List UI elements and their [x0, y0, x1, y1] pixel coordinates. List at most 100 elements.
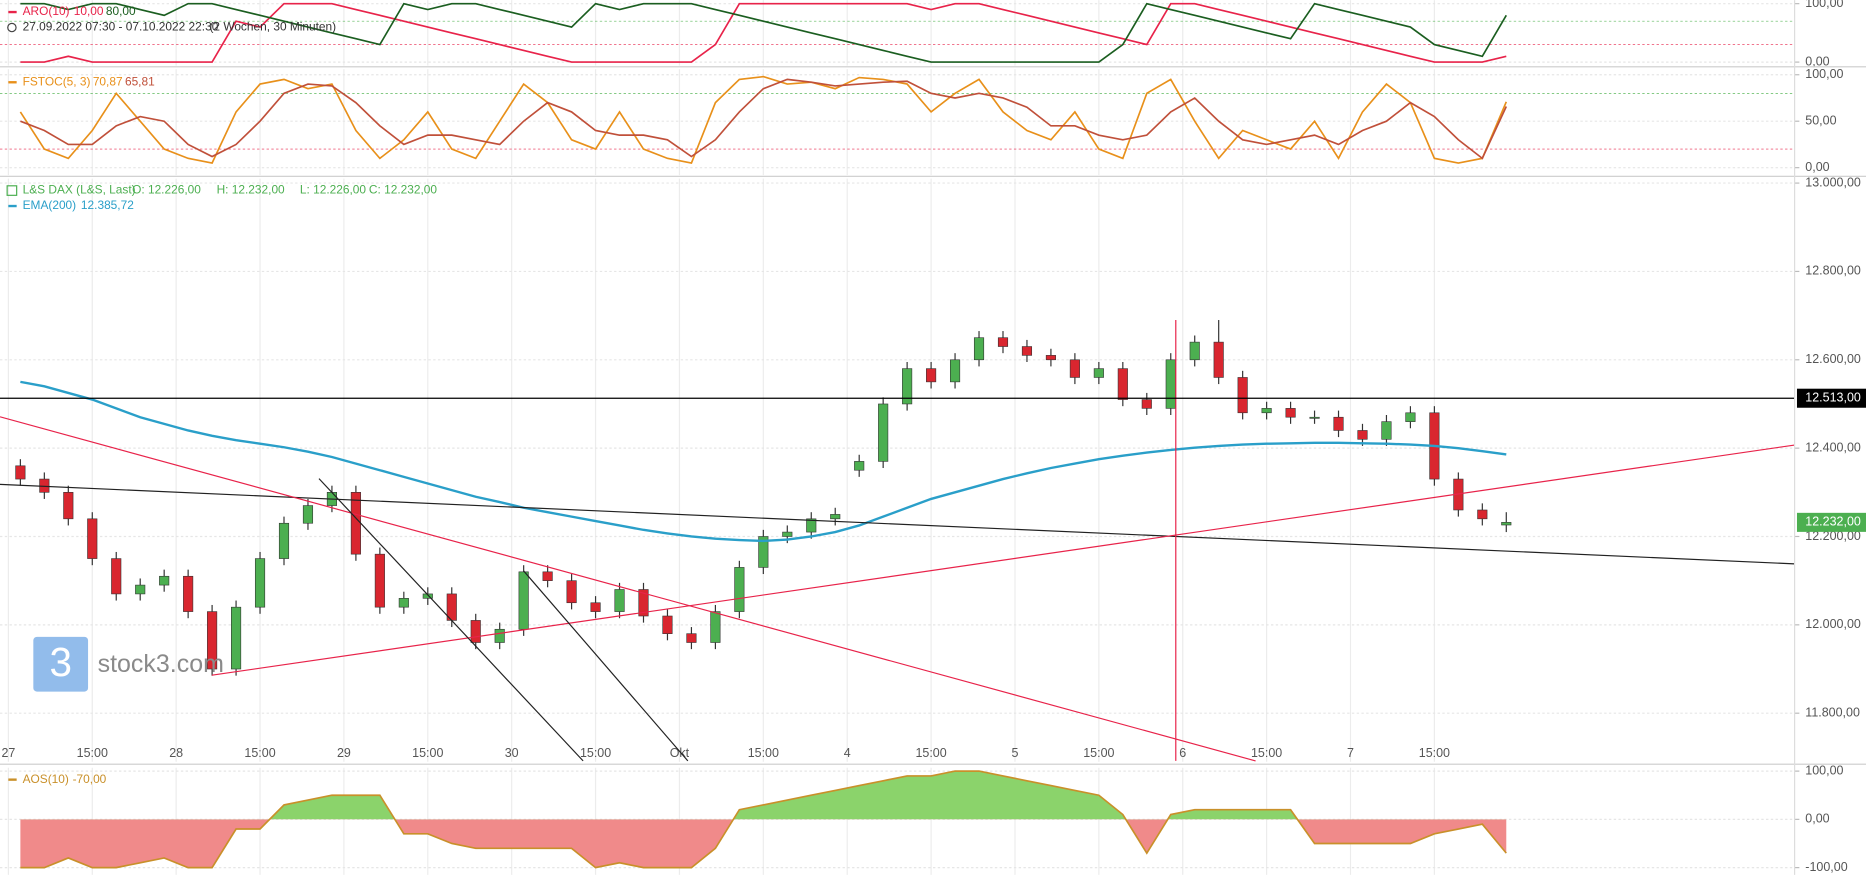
logo: [33, 636, 89, 692]
candle-body: [854, 461, 865, 471]
x-tick-label: 15:00: [915, 746, 946, 760]
legend-label: L&S DAX (L&S, Last): [23, 183, 136, 197]
y-tick-label: 0,00: [1805, 812, 1829, 826]
candle-body: [614, 589, 625, 612]
price-tag-label: 12.513,00: [1805, 391, 1861, 405]
x-tick-label: 6: [1179, 746, 1186, 760]
candle-body: [278, 522, 290, 559]
candle-body: [374, 553, 385, 608]
x-tick-label: 15:00: [580, 746, 611, 760]
period-note: (2 Wochen, 30 Minuten): [209, 20, 336, 34]
y-tick-label: 12.600,00: [1805, 352, 1861, 366]
x-tick-label: 15:00: [1419, 746, 1450, 760]
trend-line: [318, 478, 584, 762]
x-tick-label: 5: [1011, 746, 1018, 760]
candle-body: [638, 589, 649, 617]
candle-body: [1093, 368, 1104, 378]
x-tick-label: 15:00: [1083, 746, 1114, 760]
candle-body: [1045, 355, 1056, 361]
trend-line: [523, 570, 689, 762]
legend-info: C: 12.232,00: [369, 183, 437, 197]
candle-body: [15, 465, 26, 480]
area-positive: [20, 771, 1507, 820]
price-tag: [1796, 388, 1866, 408]
legend-info: H: 12.232,00: [217, 183, 285, 197]
candle-body: [350, 492, 361, 555]
series-line: [20, 770, 1507, 869]
y-tick-label: 0,00: [1805, 54, 1829, 68]
area-negative: [20, 819, 1507, 868]
y-tick-label: 0,00: [1805, 160, 1829, 174]
candle-body: [949, 359, 961, 383]
y-tick-label: 13.000,00: [1805, 175, 1861, 189]
series-line: [20, 2, 1508, 63]
candle-body: [782, 531, 793, 537]
candle-body: [590, 602, 601, 612]
candle-body: [111, 558, 122, 595]
legend-icon: [6, 185, 18, 196]
legend-value: 70,87: [93, 74, 123, 88]
candle-body: [422, 593, 433, 599]
legend-label: FSTOC(5, 3): [23, 74, 91, 88]
candle-body: [1333, 416, 1344, 431]
candle-body: [63, 492, 74, 520]
candle-body: [1237, 377, 1248, 414]
legends: ARO(10) 10,00 80,00 27.09.2022 07:30 - 0…: [6, 4, 437, 786]
y-tick-label: 100,00: [1805, 0, 1843, 10]
y-tick-label: -100,00: [1805, 860, 1847, 874]
candle-body: [135, 584, 146, 595]
x-tick-label: 15:00: [244, 746, 275, 760]
candle-body: [518, 571, 529, 630]
candle-body: [183, 575, 194, 612]
candle-body: [231, 606, 242, 670]
x-tick-label: 15:00: [1251, 746, 1282, 760]
candle-body: [758, 536, 769, 568]
x-tick-label: 27: [1, 746, 15, 760]
clock-icon: [7, 22, 17, 33]
candle-body: [159, 575, 170, 586]
candle-body: [997, 337, 1009, 347]
candle-body: [1405, 412, 1416, 422]
x-tick-label: 15:00: [77, 746, 108, 760]
legend-label: ARO(10): [23, 4, 70, 18]
x-tick-label: Okt: [670, 746, 690, 760]
series-line: [20, 78, 1508, 160]
legend-value: 80,00: [106, 4, 136, 18]
legend-value: 65,81: [125, 74, 155, 88]
legend-info: O: 12.226,00: [132, 183, 201, 197]
candle-body: [254, 558, 266, 608]
candle-body: [686, 633, 697, 643]
x-tick-label: 29: [337, 746, 351, 760]
candle-body: [734, 567, 745, 612]
candle-body: [1141, 399, 1152, 409]
candle-body: [710, 611, 721, 643]
candle-body: [973, 337, 985, 361]
y-tick-label: 100,00: [1805, 67, 1843, 81]
candle-body: [662, 615, 673, 634]
y-tick-label: 12.800,00: [1805, 264, 1861, 278]
candle-body: [806, 518, 817, 533]
candle-body: [1261, 408, 1272, 414]
candle-body: [542, 571, 553, 581]
last-price-label: 12.232,00: [1805, 515, 1861, 529]
legend-label: EMA(200): [23, 198, 77, 212]
candle-body: [830, 514, 841, 520]
candle-body: [566, 580, 577, 604]
candle-body: [398, 598, 409, 608]
candle-body: [1477, 509, 1488, 520]
legend-label: AOS(10): [23, 772, 69, 786]
legend-value: 10,00: [74, 4, 104, 18]
logo-text: 3: [49, 639, 72, 685]
x-tick-label: 15:00: [412, 746, 443, 760]
y-tick-label: 11.800,00: [1805, 705, 1860, 719]
y-tick-label: 12.000,00: [1805, 617, 1861, 631]
x-tick-label: 28: [169, 746, 183, 760]
candle-body: [1285, 408, 1296, 418]
x-tick-label: 4: [844, 746, 851, 760]
series-line: [20, 2, 1507, 63]
candle-body: [302, 505, 314, 524]
series-line: [19, 75, 1508, 164]
last-price-tag: [1796, 512, 1866, 532]
